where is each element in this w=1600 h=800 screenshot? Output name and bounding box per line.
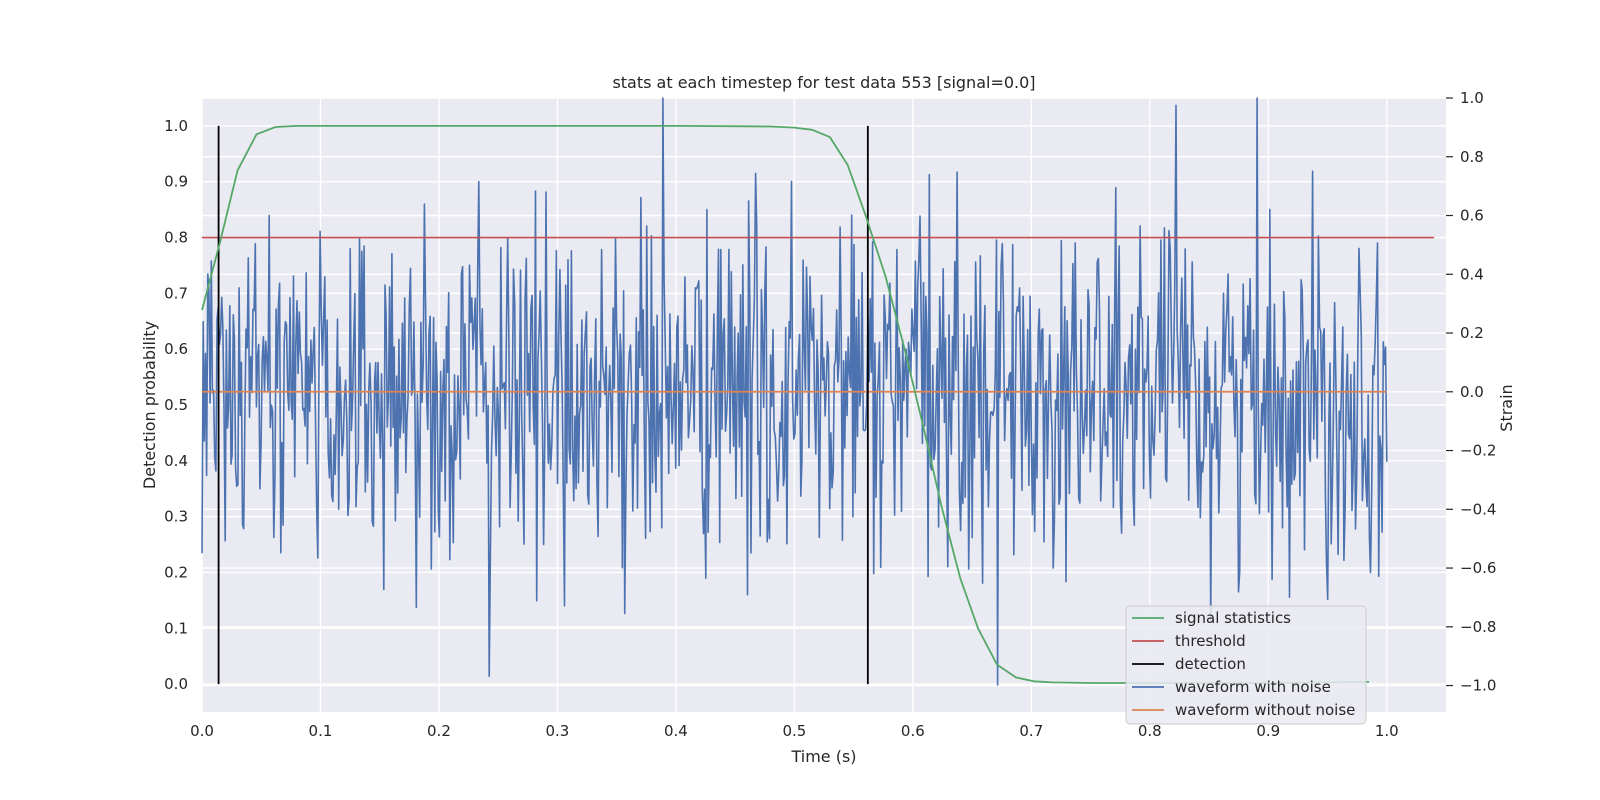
legend-entry-threshold: threshold (1132, 632, 1246, 650)
x-tick-label: 0.4 (664, 722, 688, 740)
x-tick-label: 0.9 (1256, 722, 1280, 740)
x-tick-label: 1.0 (1375, 722, 1399, 740)
legend-entry-signal-statistics: signal statistics (1132, 609, 1291, 627)
y2-tick-label: 0.0 (1460, 383, 1484, 401)
legend-entry-waveform-with-noise: waveform with noise (1132, 678, 1331, 696)
y2-tick-label: 0.6 (1460, 207, 1484, 225)
y2-tick-label: 0.8 (1460, 148, 1484, 166)
y-tick-label: 0.3 (164, 508, 188, 526)
y-tick-label: 1.0 (164, 117, 188, 135)
x-tick-label: 0.5 (782, 722, 806, 740)
y2-tick-label: 0.4 (1460, 265, 1484, 283)
y2-tick-label: −0.2 (1460, 442, 1496, 460)
legend-box (1125, 605, 1367, 725)
x-tick-label: 0.1 (309, 722, 333, 740)
series-layer (201, 97, 1435, 686)
x-tick-label: 0.3 (545, 722, 569, 740)
x-tick-label: 0.7 (1019, 722, 1043, 740)
y-axis-label: Detection probability (140, 321, 159, 489)
y-tick-label: 0.7 (164, 284, 188, 302)
legend: signal statistics threshold detection wa… (1125, 605, 1367, 725)
x-tick-label: 0.0 (190, 722, 214, 740)
legend-entry-waveform-without-noise: waveform without noise (1132, 701, 1355, 719)
y2-tick-label: 0.2 (1460, 324, 1484, 342)
legend-label-waveform-without-noise: waveform without noise (1175, 701, 1355, 719)
y2-tick-label: 1.0 (1460, 89, 1484, 107)
y2-axis-label: Strain (1497, 384, 1516, 431)
series-line-waveform-with-noise (201, 97, 1388, 686)
x-tick-label: 0.6 (901, 722, 925, 740)
legend-label-signal-statistics: signal statistics (1175, 609, 1291, 627)
x-tick-label: 0.2 (427, 722, 451, 740)
y-tick-label: 0.2 (164, 563, 188, 581)
y-tick-label: 0.5 (164, 396, 188, 414)
y-tick-label: 0.1 (164, 619, 188, 637)
y2-ticks: −1.0 −0.8 −0.6 −0.4 −0.2 0.0 0.2 0.4 0.6 0.8 1.0 (1446, 89, 1496, 695)
legend-label-detection: detection (1175, 655, 1246, 673)
y-tick-label: 0.8 (164, 229, 188, 247)
y2-tick-label: −0.6 (1460, 559, 1496, 577)
y-tick-label: 0.9 (164, 173, 188, 191)
y-tick-label: 0.0 (164, 675, 188, 693)
x-ticks: 0.0 0.1 0.2 0.3 0.4 0.5 0.6 0.7 0.8 0.9 1.0 (190, 722, 1399, 740)
y-tick-label: 0.4 (164, 452, 188, 470)
y2-tick-label: −1.0 (1460, 677, 1496, 695)
chart-title: stats at each timestep for test data 553… (612, 73, 1035, 92)
legend-label-waveform-with-noise: waveform with noise (1175, 678, 1331, 696)
y-ticks: 0.0 0.1 0.2 0.3 0.4 0.5 0.6 0.7 0.8 0.9 1.0 (164, 117, 188, 693)
x-tick-label: 0.8 (1138, 722, 1162, 740)
legend-label-threshold: threshold (1175, 632, 1246, 650)
series-line-signal-statistics (201, 125, 1370, 684)
x-axis-label: Time (s) (790, 747, 856, 766)
legend-entry-detection: detection (1132, 655, 1246, 673)
y2-tick-label: −0.8 (1460, 618, 1496, 636)
y-tick-label: 0.6 (164, 340, 188, 358)
y2-tick-label: −0.4 (1460, 500, 1496, 518)
